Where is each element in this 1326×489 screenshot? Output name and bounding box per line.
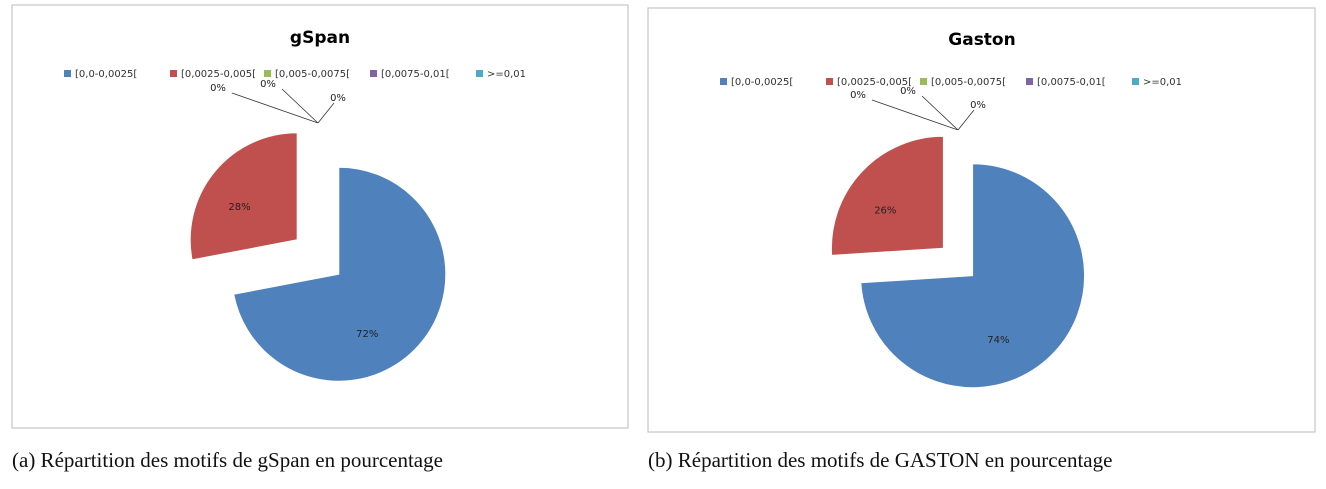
caption: (a) Répartition des motifs de gSpan en p… <box>12 448 443 472</box>
leader-line <box>921 95 959 131</box>
legend-swatch <box>1132 78 1139 85</box>
data-label: 28% <box>228 202 250 213</box>
data-label: 72% <box>356 329 378 340</box>
data-label: 0% <box>330 93 346 104</box>
leader-line <box>231 92 319 124</box>
legend-label: >=0,01 <box>1143 77 1182 88</box>
legend-swatch <box>264 70 271 77</box>
data-label: 0% <box>970 100 986 111</box>
legend-swatch <box>826 78 833 85</box>
legend-swatch <box>920 78 927 85</box>
pie-slice <box>860 163 1086 389</box>
legend-label: >=0,01 <box>487 69 526 80</box>
pie-slice <box>830 135 944 256</box>
leader-line <box>957 109 975 131</box>
legend-swatch <box>476 70 483 77</box>
legend-label: [0,0-0,0025[ <box>731 77 793 88</box>
legend-swatch <box>64 70 71 77</box>
legend-label: [0,0-0,0025[ <box>75 69 137 80</box>
legend-label: [0,005-0,0075[ <box>275 69 350 80</box>
legend-label: [0,0075-0,01[ <box>1037 77 1106 88</box>
legend-label: [0,0025-0,005[ <box>837 77 912 88</box>
chart-title: Gaston <box>948 30 1015 50</box>
legend-label: [0,005-0,0075[ <box>931 77 1006 88</box>
pie-slice <box>189 132 298 261</box>
leader-line <box>281 88 319 124</box>
pie-slice <box>233 166 447 382</box>
data-label: 0% <box>900 86 916 97</box>
legend-swatch <box>1026 78 1033 85</box>
legend-swatch <box>370 70 377 77</box>
data-label: 0% <box>260 79 276 90</box>
caption: (b) Répartition des motifs de GASTON en … <box>648 448 1112 472</box>
data-label: 74% <box>987 335 1009 346</box>
legend-swatch <box>170 70 177 77</box>
legend-label: [0,0025-0,005[ <box>181 69 256 80</box>
chart-title: gSpan <box>290 28 350 48</box>
legend-label: [0,0075-0,01[ <box>381 69 450 80</box>
legend-swatch <box>720 78 727 85</box>
leader-line <box>871 99 959 131</box>
leader-line <box>317 102 335 124</box>
data-label: 0% <box>850 90 866 101</box>
data-label: 26% <box>874 205 896 216</box>
data-label: 0% <box>210 83 226 94</box>
